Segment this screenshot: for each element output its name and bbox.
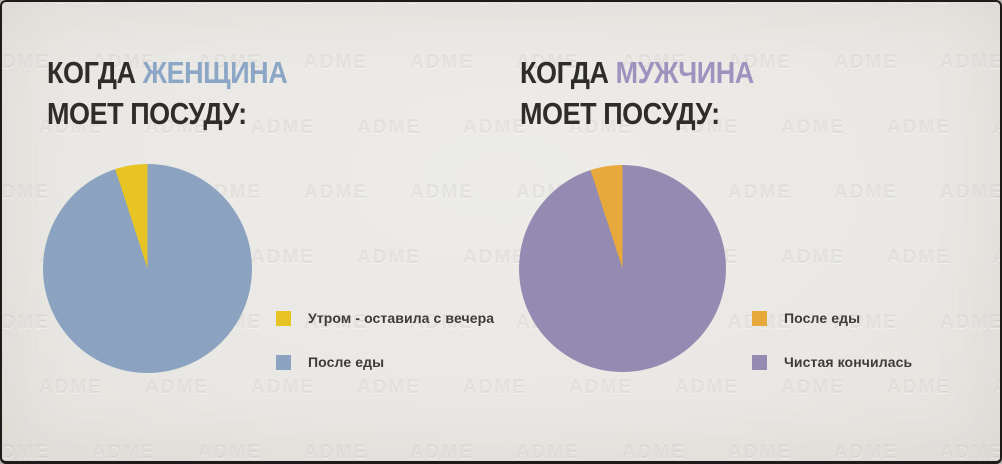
legend-swatch-purple <box>752 354 767 370</box>
legend-man: После еды Чистая кончилась <box>752 310 912 370</box>
pie-chart-woman <box>43 164 252 373</box>
legend-item: Чистая кончилась <box>752 354 912 370</box>
legend-item: После еды <box>752 310 912 326</box>
chart-title-man: КОГДА МУЖЧИНА МОЕТ ПОСУДУ: <box>520 52 754 134</box>
title-subject-woman: ЖЕНЩИНА <box>142 55 288 90</box>
legend-item: Утром - оставила с вечера <box>276 310 494 326</box>
legend-item: После еды <box>276 354 494 370</box>
legend-swatch-orange <box>752 310 767 326</box>
title-subject-man: МУЖЧИНА <box>615 55 755 90</box>
legend-label: После еды <box>308 354 385 370</box>
legend-label: Утром - оставила с вечера <box>308 310 495 326</box>
title-line2: МОЕТ ПОСУДУ: <box>47 96 247 131</box>
title-line2: МОЕТ ПОСУДУ: <box>520 96 720 131</box>
legend-swatch-blue <box>276 354 291 370</box>
legend-label: Чистая кончилась <box>784 354 913 370</box>
legend-label: После еды <box>784 310 861 326</box>
title-prefix: КОГДА <box>520 55 616 90</box>
chart-title-woman: КОГДА ЖЕНЩИНА МОЕТ ПОСУДУ: <box>47 52 288 134</box>
legend-swatch-yellow <box>276 310 291 326</box>
title-prefix: КОГДА <box>47 55 143 90</box>
legend-woman: Утром - оставила с вечера После еды <box>276 310 494 370</box>
pie-chart-man <box>519 165 726 372</box>
